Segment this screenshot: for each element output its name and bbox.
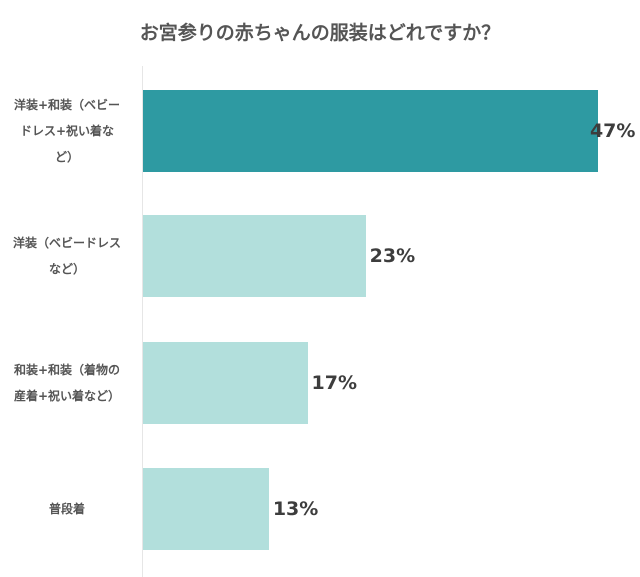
label-line: 洋装（ベビードレス [12, 236, 121, 250]
bar-row: 洋装（ベビードレス など） 23% [0, 215, 640, 297]
label-line: 洋装+和装（ベビー [13, 98, 121, 112]
bar-row: 洋装+和装（ベビー ドレス+祝い着な ど） 47% [0, 90, 640, 172]
value-label: 13% [272, 498, 319, 520]
label-line: ドレス+祝い着な [19, 124, 115, 138]
category-label: 洋装+和装（ベビー ドレス+祝い着な ど） [0, 90, 134, 172]
label-line: ど） [54, 150, 79, 164]
category-label: 和装+和装（着物の 産着+祝い着など） [0, 342, 134, 424]
chart-title: お宮参りの赤ちゃんの服装はどれですか？ [139, 22, 501, 44]
bar-row: 和装+和装（着物の 産着+祝い着など） 17% [0, 342, 640, 424]
bar [143, 90, 598, 172]
value-label: 23% [369, 245, 416, 267]
label-line: 普段着 [48, 502, 85, 516]
y-axis-line [142, 66, 143, 577]
bar-row: 普段着 13% [0, 468, 640, 550]
category-label: 普段着 [0, 468, 134, 550]
bar [143, 342, 308, 424]
bar [143, 468, 269, 550]
bar [143, 215, 366, 297]
label-line: など） [48, 262, 85, 276]
label-line: 産着+祝い着など） [13, 389, 121, 403]
label-line: 和装+和装（着物の [13, 363, 121, 377]
value-label: 47% [589, 120, 636, 142]
value-label: 17% [311, 372, 358, 394]
category-label: 洋装（ベビードレス など） [0, 215, 134, 297]
